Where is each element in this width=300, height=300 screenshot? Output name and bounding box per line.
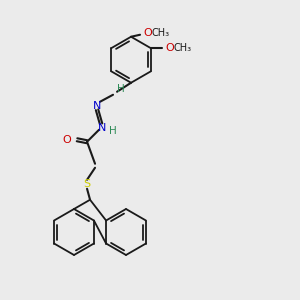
- Text: O: O: [144, 28, 152, 38]
- Text: S: S: [83, 179, 91, 189]
- Text: O: O: [166, 43, 174, 53]
- Text: H: H: [109, 126, 117, 136]
- Text: CH₃: CH₃: [174, 43, 192, 53]
- Text: N: N: [98, 123, 106, 133]
- Text: N: N: [93, 101, 101, 111]
- Text: CH₃: CH₃: [152, 28, 170, 38]
- Text: O: O: [63, 135, 71, 145]
- Text: H: H: [117, 84, 125, 94]
